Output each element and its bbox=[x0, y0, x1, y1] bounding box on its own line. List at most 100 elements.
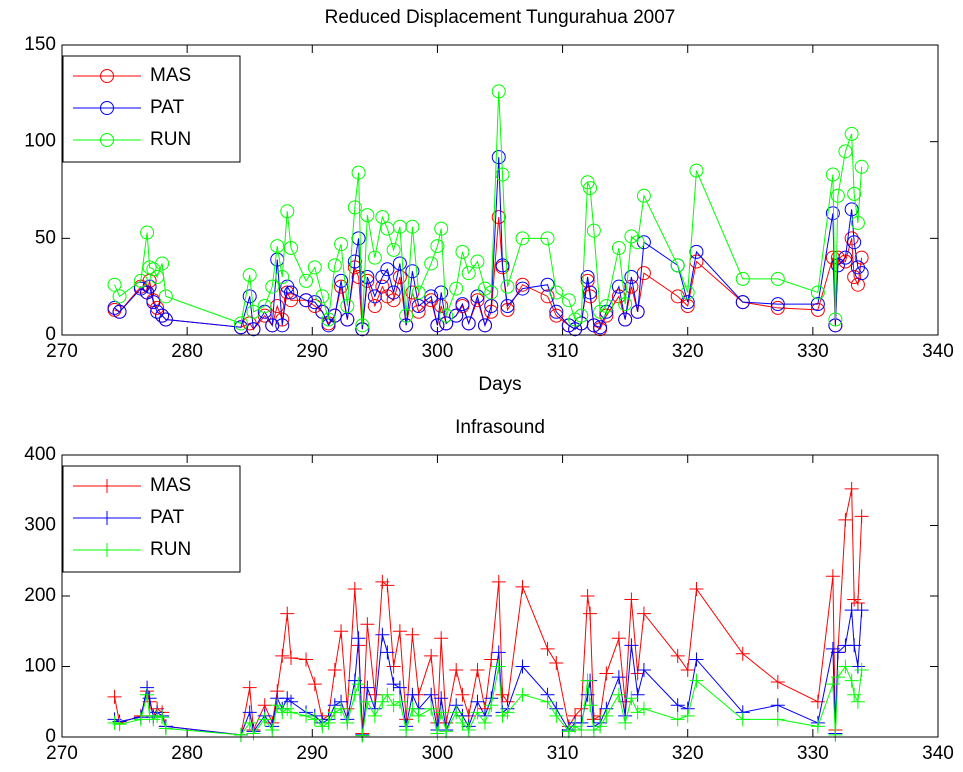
marker bbox=[477, 715, 492, 730]
marker bbox=[405, 687, 420, 702]
marker bbox=[830, 645, 845, 660]
marker bbox=[735, 295, 750, 310]
marker bbox=[574, 308, 589, 323]
marker bbox=[611, 670, 626, 685]
marker bbox=[574, 722, 589, 737]
marker bbox=[838, 512, 853, 527]
marker bbox=[599, 708, 614, 723]
marker bbox=[434, 285, 449, 300]
marker bbox=[455, 244, 470, 259]
marker bbox=[611, 241, 626, 255]
marker bbox=[307, 677, 322, 692]
legend-marker bbox=[100, 543, 114, 557]
marker bbox=[636, 188, 651, 203]
marker bbox=[680, 285, 695, 300]
marker bbox=[611, 687, 626, 702]
marker bbox=[491, 645, 506, 660]
marker bbox=[392, 680, 407, 695]
marker bbox=[583, 606, 598, 621]
marker bbox=[830, 258, 845, 273]
marker bbox=[670, 698, 685, 713]
marker bbox=[670, 648, 685, 663]
marker bbox=[850, 215, 865, 230]
x-tick-label: 290 bbox=[296, 341, 328, 362]
chart-title: Infrasound bbox=[455, 417, 545, 438]
marker bbox=[549, 708, 564, 723]
marker bbox=[580, 175, 595, 190]
marker bbox=[830, 670, 845, 685]
marker bbox=[470, 293, 485, 308]
marker bbox=[844, 673, 859, 688]
marker bbox=[838, 659, 853, 674]
marker bbox=[825, 206, 840, 221]
marker bbox=[618, 312, 633, 327]
x-tick-label: 280 bbox=[171, 341, 203, 362]
marker bbox=[515, 281, 530, 296]
marker bbox=[307, 712, 322, 727]
marker bbox=[380, 262, 395, 277]
marker bbox=[586, 318, 601, 333]
marker bbox=[636, 663, 651, 678]
marker bbox=[568, 719, 583, 734]
marker bbox=[411, 299, 426, 313]
marker bbox=[340, 299, 355, 313]
marker bbox=[580, 687, 595, 702]
marker bbox=[424, 687, 439, 702]
marker bbox=[549, 304, 564, 319]
marker bbox=[158, 721, 173, 736]
marker bbox=[158, 312, 173, 327]
marker bbox=[770, 271, 785, 286]
marker bbox=[689, 163, 704, 178]
marker bbox=[586, 223, 601, 238]
marker bbox=[825, 569, 840, 584]
marker bbox=[636, 701, 651, 716]
marker bbox=[680, 295, 695, 310]
marker bbox=[618, 715, 633, 730]
marker bbox=[355, 318, 370, 333]
marker bbox=[810, 719, 825, 734]
marker bbox=[583, 181, 598, 196]
marker bbox=[636, 606, 651, 621]
marker bbox=[624, 592, 639, 607]
marker bbox=[449, 705, 464, 720]
marker bbox=[334, 701, 349, 716]
marker bbox=[242, 289, 257, 304]
marker bbox=[618, 297, 633, 312]
marker bbox=[434, 299, 449, 313]
marker bbox=[334, 273, 349, 288]
marker bbox=[810, 285, 825, 300]
marker bbox=[689, 244, 704, 259]
marker bbox=[375, 627, 390, 642]
marker bbox=[593, 320, 608, 335]
x-tick-label: 320 bbox=[672, 341, 704, 362]
marker bbox=[491, 84, 506, 99]
marker bbox=[347, 254, 362, 269]
marker bbox=[233, 316, 248, 331]
marker bbox=[484, 698, 499, 713]
marker bbox=[392, 270, 407, 284]
marker bbox=[284, 293, 299, 308]
y-tick-label: 400 bbox=[24, 444, 56, 465]
marker bbox=[689, 673, 704, 688]
marker bbox=[540, 289, 555, 304]
marker bbox=[112, 717, 127, 732]
marker bbox=[107, 300, 122, 315]
marker bbox=[540, 694, 555, 709]
marker bbox=[380, 578, 395, 593]
marker bbox=[280, 204, 295, 219]
marker bbox=[484, 285, 499, 300]
marker bbox=[515, 277, 530, 292]
marker bbox=[392, 256, 407, 271]
marker bbox=[461, 266, 476, 281]
marker bbox=[847, 638, 862, 653]
marker bbox=[484, 299, 499, 313]
y-tick-label: 200 bbox=[24, 585, 56, 606]
marker bbox=[265, 279, 280, 294]
y-tick-label: 100 bbox=[24, 131, 56, 152]
marker bbox=[347, 200, 362, 215]
marker bbox=[158, 289, 173, 304]
marker bbox=[257, 712, 272, 727]
y-tick-label: 0 bbox=[45, 324, 56, 345]
marker bbox=[334, 624, 349, 639]
axes-box bbox=[61, 44, 939, 336]
